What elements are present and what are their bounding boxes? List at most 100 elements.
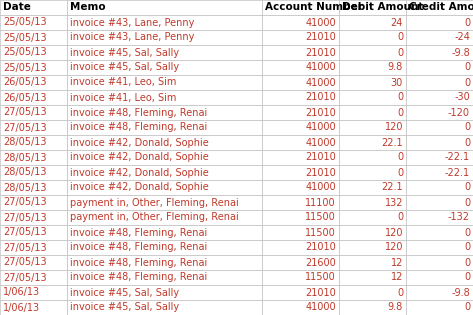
Text: 11100: 11100 — [306, 198, 336, 208]
Bar — [262, 210, 339, 225]
Text: 41000: 41000 — [306, 182, 336, 192]
Text: invoice #43, Lane, Penny: invoice #43, Lane, Penny — [70, 32, 194, 43]
Text: 0: 0 — [464, 198, 470, 208]
Bar — [67, 135, 262, 150]
Text: Memo: Memo — [70, 3, 105, 13]
Text: invoice #48, Fleming, Renai: invoice #48, Fleming, Renai — [70, 123, 207, 133]
Text: invoice #41, Leo, Sim: invoice #41, Leo, Sim — [70, 77, 176, 88]
Bar — [339, 225, 406, 240]
Text: 120: 120 — [385, 243, 403, 253]
Bar — [67, 225, 262, 240]
Text: invoice #41, Leo, Sim: invoice #41, Leo, Sim — [70, 93, 176, 102]
Bar — [67, 15, 262, 30]
Text: -9.8: -9.8 — [451, 288, 470, 297]
Text: 27/05/13: 27/05/13 — [3, 243, 47, 253]
Text: 0: 0 — [397, 93, 403, 102]
Bar — [0, 90, 67, 105]
Text: 28/05/13: 28/05/13 — [3, 152, 46, 163]
Text: 22.1: 22.1 — [381, 182, 403, 192]
Bar — [406, 225, 473, 240]
Bar — [262, 255, 339, 270]
Text: 27/05/13: 27/05/13 — [3, 198, 47, 208]
Bar — [339, 165, 406, 180]
Bar — [406, 195, 473, 210]
Bar — [406, 15, 473, 30]
Text: 0: 0 — [464, 227, 470, 238]
Bar — [339, 285, 406, 300]
Bar — [406, 255, 473, 270]
Text: 0: 0 — [464, 138, 470, 147]
Bar — [339, 150, 406, 165]
Bar — [339, 300, 406, 315]
Bar — [262, 120, 339, 135]
Text: 11500: 11500 — [305, 272, 336, 283]
Bar — [67, 165, 262, 180]
Text: 28/05/13: 28/05/13 — [3, 168, 46, 177]
Bar — [339, 75, 406, 90]
Text: 0: 0 — [397, 107, 403, 117]
Bar — [0, 210, 67, 225]
Text: invoice #48, Fleming, Renai: invoice #48, Fleming, Renai — [70, 227, 207, 238]
Bar — [0, 225, 67, 240]
Text: 21010: 21010 — [305, 48, 336, 58]
Text: Debit Amount: Debit Amount — [342, 3, 423, 13]
Bar — [339, 135, 406, 150]
Text: 41000: 41000 — [306, 138, 336, 147]
Text: 26/05/13: 26/05/13 — [3, 77, 46, 88]
Text: 12: 12 — [391, 257, 403, 267]
Text: -22.1: -22.1 — [445, 168, 470, 177]
Text: -9.8: -9.8 — [451, 48, 470, 58]
Bar — [339, 270, 406, 285]
Text: 21010: 21010 — [305, 288, 336, 297]
Bar — [0, 300, 67, 315]
Bar — [0, 285, 67, 300]
Text: 11500: 11500 — [305, 213, 336, 222]
Bar — [67, 195, 262, 210]
Text: 0: 0 — [397, 213, 403, 222]
Text: invoice #48, Fleming, Renai: invoice #48, Fleming, Renai — [70, 257, 207, 267]
Text: 27/05/13: 27/05/13 — [3, 123, 47, 133]
Bar — [406, 45, 473, 60]
Bar — [262, 135, 339, 150]
Bar — [406, 180, 473, 195]
Bar — [0, 45, 67, 60]
Bar — [262, 90, 339, 105]
Bar — [406, 285, 473, 300]
Bar — [262, 225, 339, 240]
Bar — [262, 195, 339, 210]
Text: 0: 0 — [397, 152, 403, 163]
Bar — [406, 0, 473, 15]
Bar — [339, 45, 406, 60]
Text: 0: 0 — [464, 272, 470, 283]
Text: 21600: 21600 — [305, 257, 336, 267]
Bar — [406, 90, 473, 105]
Text: 21010: 21010 — [305, 32, 336, 43]
Text: 26/05/13: 26/05/13 — [3, 93, 46, 102]
Text: 12: 12 — [391, 272, 403, 283]
Bar — [406, 150, 473, 165]
Text: invoice #45, Sal, Sally: invoice #45, Sal, Sally — [70, 302, 179, 312]
Text: 24: 24 — [391, 18, 403, 27]
Bar — [67, 150, 262, 165]
Bar — [0, 60, 67, 75]
Text: 0: 0 — [464, 62, 470, 72]
Text: 0: 0 — [397, 48, 403, 58]
Bar — [67, 210, 262, 225]
Text: 25/05/13: 25/05/13 — [3, 62, 47, 72]
Bar — [406, 270, 473, 285]
Bar — [262, 60, 339, 75]
Text: 27/05/13: 27/05/13 — [3, 227, 47, 238]
Text: 0: 0 — [464, 123, 470, 133]
Bar — [339, 180, 406, 195]
Bar — [67, 75, 262, 90]
Text: 27/05/13: 27/05/13 — [3, 257, 47, 267]
Bar — [262, 150, 339, 165]
Bar — [339, 120, 406, 135]
Text: 0: 0 — [464, 257, 470, 267]
Bar — [0, 255, 67, 270]
Text: -30: -30 — [454, 93, 470, 102]
Text: -22.1: -22.1 — [445, 152, 470, 163]
Bar — [67, 300, 262, 315]
Text: 21010: 21010 — [305, 152, 336, 163]
Bar — [67, 180, 262, 195]
